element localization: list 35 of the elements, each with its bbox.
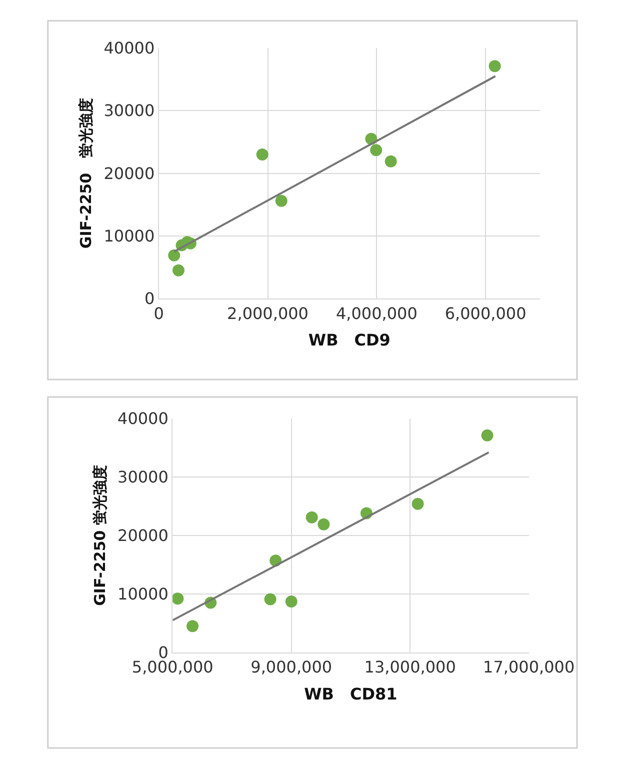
x-tick-label: 2,000,000 xyxy=(227,304,308,323)
point xyxy=(256,148,268,160)
y-tick-label: 10000 xyxy=(118,584,168,604)
point xyxy=(488,60,501,72)
point xyxy=(275,194,288,207)
point xyxy=(318,518,330,530)
x-axis-title: WB CD81 xyxy=(304,684,398,704)
x-tick-label: 5,000,000 xyxy=(132,658,214,677)
point xyxy=(370,144,382,156)
x-tick-label: 6,000,000 xyxy=(444,304,526,323)
point xyxy=(481,429,494,442)
x-tick-label: 4,000,000 xyxy=(336,304,418,323)
point xyxy=(172,264,184,276)
x-tick-label: 13,000,000 xyxy=(364,658,456,677)
y-tick-label: 10000 xyxy=(104,226,155,246)
x-tick-label: 17,000,000 xyxy=(483,658,575,677)
point xyxy=(186,620,199,632)
point xyxy=(306,511,318,524)
y-tick-label: 0 xyxy=(144,289,155,308)
y-tick-label: 30000 xyxy=(104,101,155,120)
y-tick-label: 20000 xyxy=(118,526,168,546)
point xyxy=(172,592,184,605)
x-tick-label: 9,000,000 xyxy=(250,658,332,677)
point xyxy=(412,498,424,510)
point xyxy=(285,596,298,608)
point xyxy=(384,155,397,168)
point xyxy=(168,249,180,262)
y-tick-label: 30000 xyxy=(118,468,168,487)
x-axis-title: WB CD9 xyxy=(308,330,390,350)
y-tick-label: 40000 xyxy=(104,38,155,58)
y-axis-title: GIF-2250 蛍光強度 xyxy=(77,98,96,249)
point xyxy=(264,593,276,606)
y-tick-label: 20000 xyxy=(104,164,155,183)
y-tick-label: 40000 xyxy=(118,409,168,428)
y-axis-title: GIF-2250 蛍光強度 xyxy=(90,465,109,606)
